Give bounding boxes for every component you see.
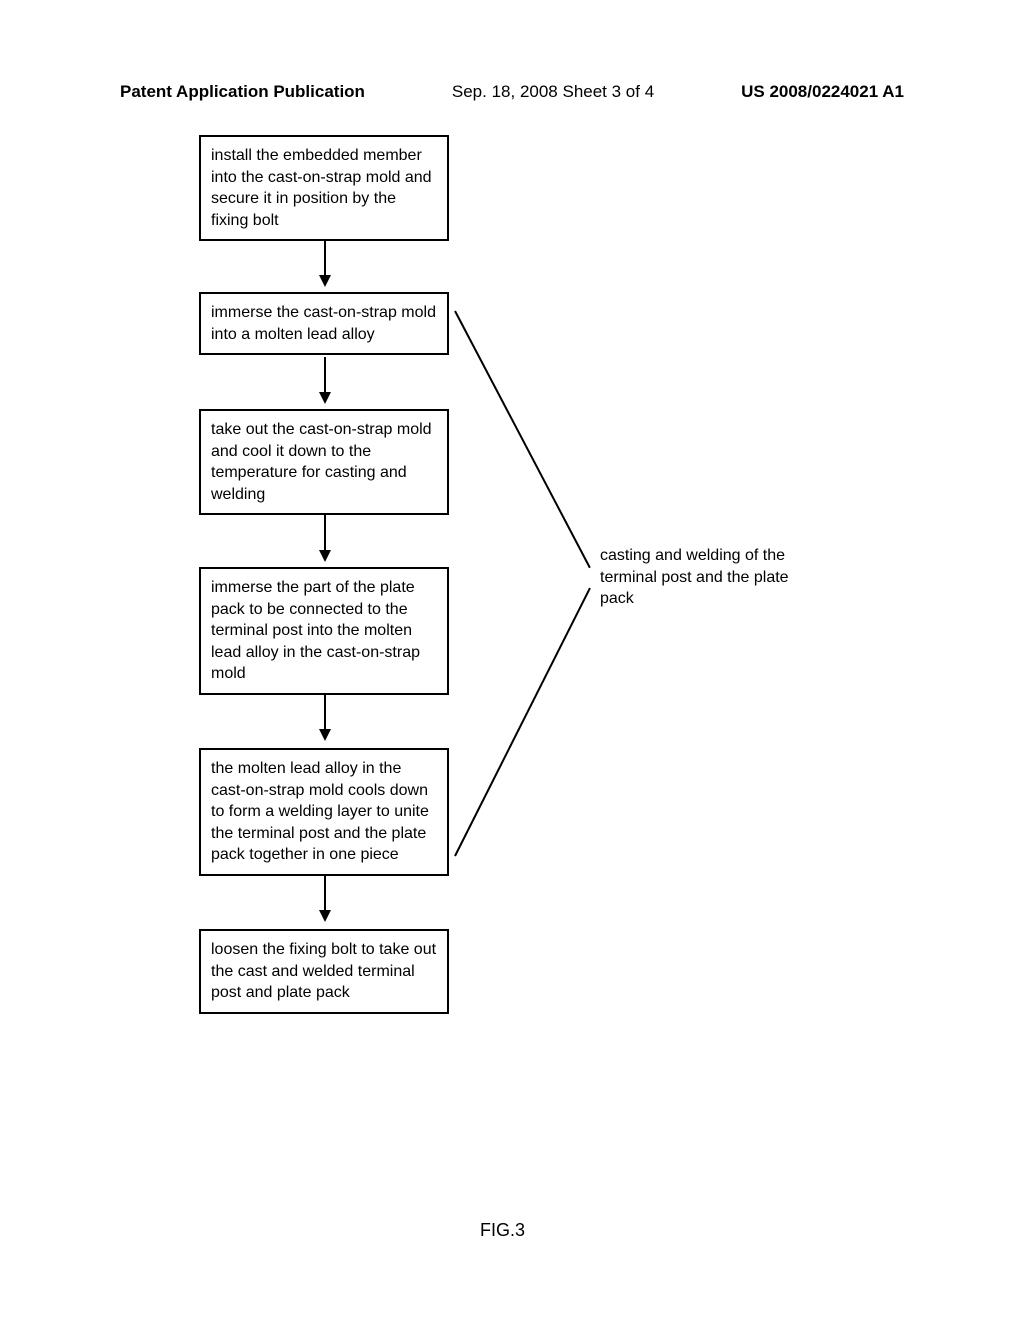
- brace-line-bottom: [454, 588, 591, 857]
- flow-box-3: take out the cast-on-strap mold and cool…: [199, 409, 449, 515]
- flowchart-diagram: casting and welding of the terminal post…: [0, 135, 1024, 1235]
- flow-arrow-2: [324, 357, 326, 402]
- figure-label: FIG.3: [480, 1220, 525, 1241]
- flow-arrow-4: [324, 694, 326, 739]
- flow-arrow-5: [324, 875, 326, 920]
- header-patent-number: US 2008/0224021 A1: [741, 82, 904, 102]
- flow-arrow-3: [324, 515, 326, 560]
- header-publication: Patent Application Publication: [120, 82, 365, 102]
- brace-line-top: [454, 311, 591, 569]
- flow-arrow-1: [324, 240, 326, 285]
- header-date-sheet: Sep. 18, 2008 Sheet 3 of 4: [452, 82, 654, 102]
- flow-box-5: the molten lead alloy in the cast-on-str…: [199, 748, 449, 876]
- flow-box-2: immerse the cast-on-strap mold into a mo…: [199, 292, 449, 355]
- flow-box-1: install the embedded member into the cas…: [199, 135, 449, 241]
- flow-box-6: loosen the fixing bolt to take out the c…: [199, 929, 449, 1014]
- brace-label: casting and welding of the terminal post…: [600, 545, 800, 610]
- page-header: Patent Application Publication Sep. 18, …: [0, 82, 1024, 102]
- flow-box-4: immerse the part of the plate pack to be…: [199, 567, 449, 695]
